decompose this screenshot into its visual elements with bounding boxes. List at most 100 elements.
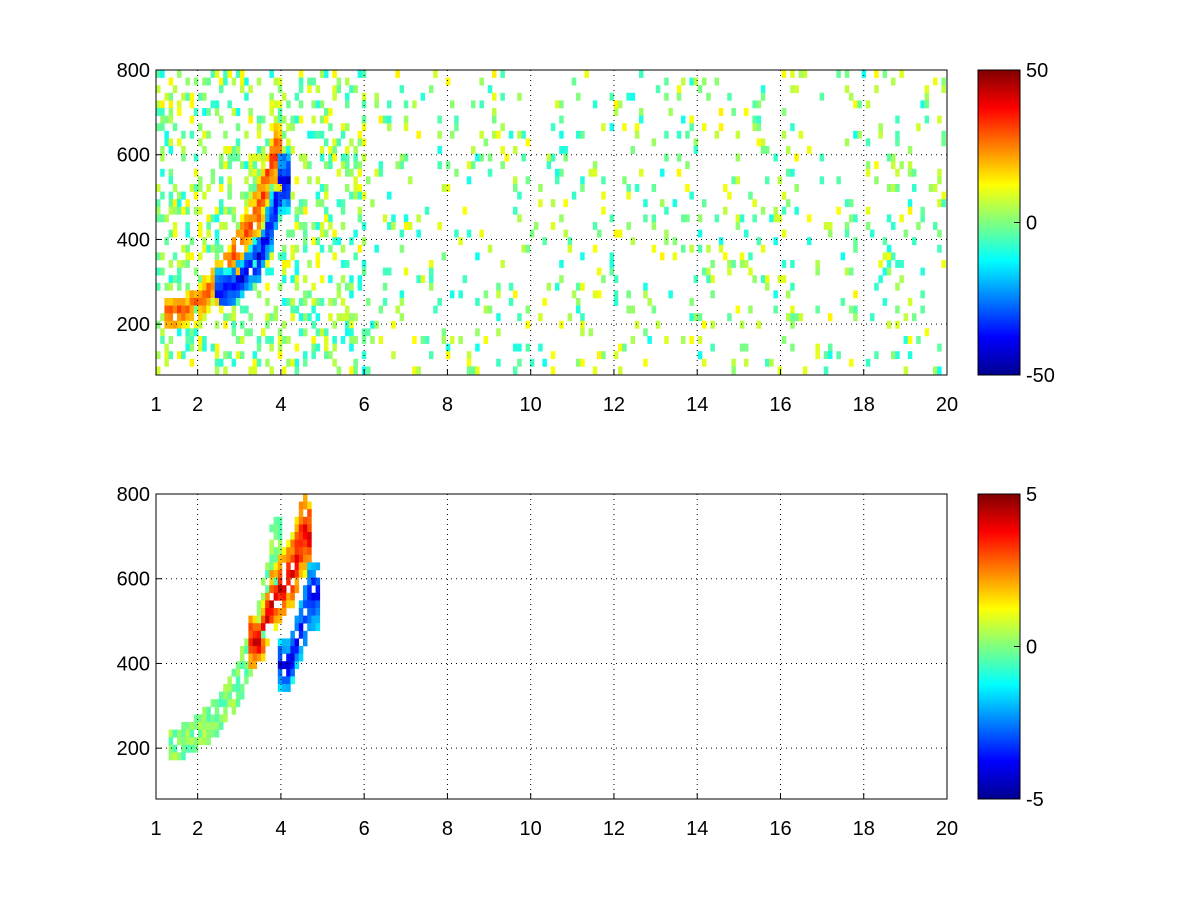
heatmap-cell-0-714	[332, 252, 337, 261]
x-tick-label-1-8: 16	[769, 818, 791, 840]
heatmap-cell-0-993	[538, 313, 543, 322]
heatmap-cell-1-209	[294, 516, 300, 525]
heatmap-cell-0-1066	[609, 123, 615, 132]
heatmap-cell-0-1444	[941, 138, 946, 147]
heatmap-cell-0-1165	[697, 229, 703, 238]
heatmap-cell-0-450	[265, 168, 270, 177]
heatmap-cell-0-1334	[853, 130, 858, 139]
heatmap-cell-0-1229	[752, 214, 757, 223]
heatmap-cell-0-66	[172, 85, 178, 94]
heatmap-cell-0-596	[294, 260, 300, 268]
heatmap-cell-1-100	[256, 615, 262, 624]
heatmap-cell-0-971	[513, 366, 518, 375]
heatmap-cell-1-15	[185, 722, 190, 730]
heatmap-cell-0-848	[399, 85, 405, 94]
heatmap-cell-0-1061	[601, 191, 606, 200]
heatmap-cell-0-696	[328, 146, 333, 154]
heatmap-cell-1-276	[311, 570, 316, 578]
heatmap-cell-0-192	[206, 214, 211, 223]
heatmap-cell-0-602	[294, 358, 300, 367]
heatmap-cell-0-1035	[576, 358, 581, 367]
heatmap-cell-1-6	[172, 752, 178, 761]
heatmap-cell-0-592	[294, 206, 300, 215]
heatmap-cell-0-832	[382, 267, 388, 276]
heatmap-cell-0-700	[328, 222, 333, 230]
heatmap-cell-0-303	[231, 305, 237, 314]
heatmap-cell-0-0	[156, 70, 161, 78]
heatmap-cell-0-1064	[601, 351, 606, 360]
heatmap-cell-0-1040	[580, 282, 585, 291]
heatmap-cell-0-779	[353, 229, 358, 238]
heatmap-cell-0-391	[252, 199, 258, 208]
heatmap-cell-0-1160	[693, 146, 699, 154]
heatmap-cell-0-429	[256, 358, 262, 367]
heatmap-cell-0-3	[156, 108, 161, 116]
heatmap-cell-0-756	[345, 320, 350, 329]
heatmap-cell-1-269	[307, 585, 312, 594]
heatmap-cell-0-329	[240, 191, 245, 200]
heatmap-cell-0-949	[496, 130, 501, 139]
heatmap-cell-0-10	[156, 267, 161, 276]
heatmap-cell-0-916	[466, 229, 472, 238]
heatmap-cell-0-992	[538, 199, 543, 208]
heatmap-cell-0-612	[298, 222, 304, 230]
heatmap-cell-0-1137	[676, 92, 682, 101]
heatmap-cell-0-213	[214, 70, 220, 78]
heatmap-cell-0-1382	[891, 351, 896, 360]
heatmap-cell-0-570	[286, 199, 291, 208]
heatmap-cell-0-455	[265, 206, 270, 215]
heatmap-cell-0-101	[181, 244, 186, 253]
heatmap-cell-1-172	[282, 600, 287, 609]
heatmap-cell-0-548	[282, 191, 287, 200]
heatmap-cell-0-1343	[861, 70, 867, 78]
heatmap-cell-0-899	[445, 343, 451, 352]
heatmap-cell-0-142	[193, 108, 199, 116]
heatmap-cell-1-174	[282, 638, 287, 647]
heatmap-cell-1-253	[303, 592, 308, 601]
heatmap-cell-0-656	[315, 191, 321, 200]
heatmap-cell-0-229	[214, 343, 220, 352]
heatmap-cell-0-576	[286, 358, 291, 367]
heatmap-cell-0-737	[340, 244, 346, 253]
heatmap-cell-1-151	[277, 539, 283, 548]
heatmap-cell-0-220	[214, 244, 220, 253]
heatmap-cell-0-1025	[567, 244, 573, 253]
heatmap-cell-0-908	[454, 229, 459, 238]
heatmap-cell-0-747	[345, 146, 350, 154]
heatmap-cell-0-880	[429, 267, 434, 276]
heatmap-cell-0-393	[252, 214, 258, 223]
heatmap-cell-1-246	[303, 532, 308, 540]
heatmap-cell-0-404	[252, 366, 258, 375]
heatmap-cell-0-1041	[580, 313, 585, 322]
heatmap-cell-1-160	[277, 615, 283, 624]
heatmap-cell-1-111	[261, 623, 266, 632]
heatmap-cell-0-1079	[618, 229, 623, 238]
heatmap-cell-0-397	[252, 252, 258, 261]
heatmap-cell-0-476	[269, 146, 274, 154]
heatmap-cell-0-889	[437, 161, 442, 170]
heatmap-cell-0-448	[265, 138, 270, 147]
heatmap-cell-0-1401	[903, 366, 909, 375]
heatmap-cell-0-1220	[744, 358, 749, 367]
heatmap-cell-0-1172	[702, 199, 707, 208]
heatmap-cell-1-120	[265, 600, 270, 609]
heatmap-cell-1-221	[294, 638, 300, 647]
heatmap-cell-0-1240	[760, 146, 766, 154]
heatmap-cell-0-40	[164, 320, 169, 329]
heatmap-cell-0-173	[202, 92, 207, 101]
heatmap-cell-0-1253	[773, 214, 778, 223]
heatmap-cell-0-1236	[756, 320, 762, 329]
heatmap-cell-0-938	[483, 336, 489, 344]
heatmap-cell-0-1116	[651, 244, 657, 253]
heatmap-cell-1-118	[265, 585, 270, 594]
heatmap-cell-0-24	[160, 214, 165, 223]
heatmap-cell-0-1130	[664, 336, 669, 344]
heatmap-cell-0-38	[164, 305, 169, 314]
heatmap-cell-0-69	[172, 199, 178, 208]
heatmap-cell-0-1162	[693, 313, 699, 322]
heatmap-cell-0-690	[324, 328, 329, 337]
heatmap-cell-0-36	[164, 282, 169, 291]
heatmap-cell-0-204	[210, 176, 216, 185]
heatmap-cell-0-32	[164, 130, 169, 139]
heatmap-cell-0-16	[160, 100, 165, 109]
